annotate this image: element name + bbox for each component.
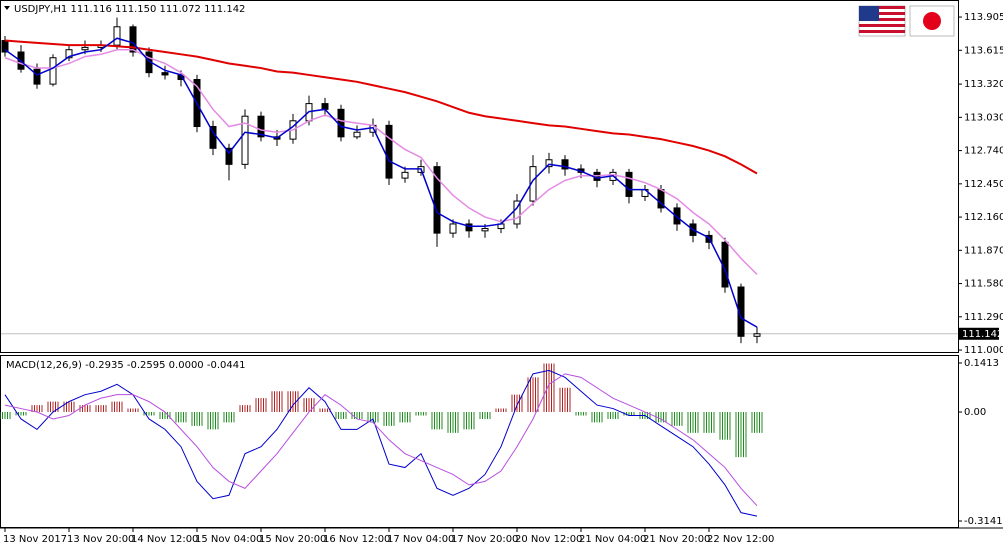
y-tick-label: 113.030: [964, 112, 1003, 123]
candle-body: [449, 223, 457, 234]
y-tick-label: 111.580: [964, 279, 1003, 290]
candle-body: [337, 108, 345, 138]
candle-body: [209, 126, 217, 149]
last-price-label: 111.142: [962, 329, 1003, 340]
x-tick-label: 20 Nov 12:00: [515, 534, 582, 545]
x-tick-label: 14 Nov 12:00: [131, 534, 198, 545]
y-tick-label: 0.00: [964, 407, 986, 418]
candle-body: [225, 147, 233, 165]
candle-body: [529, 166, 537, 202]
candle-body: [161, 72, 169, 76]
y-tick-label: 111.870: [964, 245, 1003, 256]
x-tick-label: 13 Nov 2017: [3, 534, 67, 545]
candle-body: [81, 46, 89, 51]
candle-body: [257, 115, 265, 138]
candle-body: [753, 333, 761, 337]
x-tick-label: 17 Nov 20:00: [451, 534, 518, 545]
candle-body: [321, 103, 329, 110]
x-tick-label: 15 Nov 20:00: [259, 534, 326, 545]
menu-arrow[interactable]: [4, 6, 10, 10]
candle-body: [625, 171, 633, 197]
candle-body: [129, 26, 137, 53]
chart-title: USDJPY,H1 111.116 111.150 111.072 111.14…: [14, 4, 245, 15]
y-tick-label: 113.615: [964, 45, 1003, 56]
price-panel: [0, 0, 959, 353]
candle-body: [401, 171, 409, 179]
x-tick-label: 21 Nov 04:00: [579, 534, 646, 545]
x-tick-label: 13 Nov 20:00: [67, 534, 134, 545]
moving-average: [4, 37, 758, 328]
candle-body: [513, 200, 521, 225]
x-tick-label: 21 Nov 20:00: [643, 534, 710, 545]
y-tick-label: 113.320: [964, 79, 1003, 90]
candle-body: [561, 159, 569, 170]
macd-line: [4, 373, 758, 507]
candle-body: [49, 57, 57, 85]
candle-body: [113, 26, 121, 46]
us-flag: [858, 5, 906, 37]
jp-flag: [909, 5, 955, 37]
y-tick-label: 112.740: [964, 146, 1003, 157]
y-tick-label: 112.450: [964, 179, 1003, 190]
y-tick-label: 0.1413: [964, 358, 999, 369]
x-tick-label: 17 Nov 04:00: [387, 534, 454, 545]
candle-body: [241, 115, 249, 165]
x-tick-label: 22 Nov 12:00: [707, 534, 774, 545]
candle-body: [33, 68, 41, 85]
y-tick-label: 112.160: [964, 212, 1003, 223]
candle-body: [65, 49, 73, 59]
candle-body: [545, 159, 553, 168]
candle-body: [673, 207, 681, 225]
moving-average: [4, 39, 758, 175]
y-tick-label: -0.3141: [964, 516, 1003, 527]
macd-title: MACD(12,26,9) -0.2935 -0.2595 0.0000 -0.…: [6, 360, 245, 371]
candle-body: [465, 223, 473, 232]
moving-average: [4, 48, 758, 275]
candle-body: [385, 124, 393, 179]
candle-body: [433, 166, 441, 234]
candle-body: [481, 228, 489, 232]
candle-body: [737, 286, 745, 337]
y-tick-label: 113.905: [964, 12, 1003, 23]
x-tick-label: 15 Nov 04:00: [195, 534, 262, 545]
y-tick-label: 111.290: [964, 312, 1003, 323]
last-price-tag: [959, 327, 999, 340]
x-tick-label: 16 Nov 12:00: [323, 534, 390, 545]
macd-line: [4, 369, 758, 517]
candle-body: [353, 131, 361, 138]
y-tick-label: 111.000: [964, 345, 1003, 356]
